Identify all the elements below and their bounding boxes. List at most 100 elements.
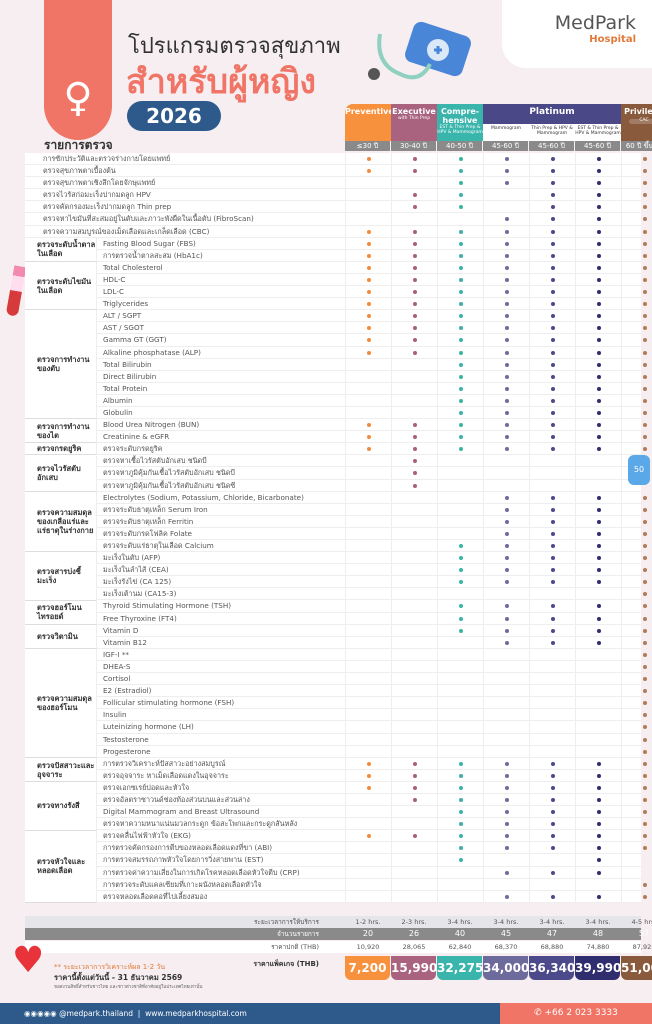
package-value: 39,990 xyxy=(575,956,621,980)
category-label: ตรวจวิตามิน xyxy=(25,624,97,650)
test-item: E2 (Estradiol) xyxy=(103,686,152,696)
included-dot-icon xyxy=(643,374,647,379)
included-dot-icon xyxy=(505,386,509,391)
included-dot-icon xyxy=(505,761,509,766)
included-dot-icon xyxy=(551,435,555,440)
table-row: Total Cholesterol xyxy=(25,261,647,274)
cell xyxy=(437,673,483,686)
cell xyxy=(391,177,437,190)
included-dot-icon xyxy=(551,834,555,839)
included-dot-icon xyxy=(551,810,555,815)
table-row: ตรวจหาภูมิคุ้มกันเชื้อไวรัสตับอักเสบ ชนิ… xyxy=(25,467,641,480)
cell xyxy=(529,479,575,492)
included-dot-icon xyxy=(551,386,555,391)
included-dot-icon xyxy=(505,870,509,875)
included-dot-icon xyxy=(643,846,647,851)
package-value: 36,340 xyxy=(529,956,575,980)
cell xyxy=(345,165,391,178)
category-label: ตรวจการทำงานของไต xyxy=(25,419,97,444)
table-row: ตรวจคัดกรองมะเร็งปากมดลูก Thin prep xyxy=(25,201,647,214)
included-dot-icon xyxy=(505,604,509,609)
cell xyxy=(483,866,529,879)
included-dot-icon xyxy=(643,797,647,802)
cell xyxy=(437,455,483,468)
cell xyxy=(483,249,529,262)
table-row: Thyroid Stimulating Hormone (TSH) xyxy=(25,600,647,613)
included-dot-icon xyxy=(551,265,555,270)
included-dot-icon xyxy=(551,495,555,500)
table-row: Fasting Blood Sugar (FBS) xyxy=(25,237,647,250)
included-dot-icon xyxy=(643,822,647,827)
cell xyxy=(529,878,575,891)
included-dot-icon xyxy=(551,410,555,415)
cell xyxy=(437,588,483,601)
included-dot-icon xyxy=(413,471,417,476)
included-dot-icon xyxy=(551,217,555,222)
cell xyxy=(621,697,652,710)
test-item: มะเร็งในตับ (AFP) xyxy=(103,553,161,563)
included-dot-icon xyxy=(459,773,463,778)
cell xyxy=(621,394,652,407)
cell xyxy=(483,854,529,867)
cell xyxy=(575,370,621,383)
cell xyxy=(391,249,437,262)
cell xyxy=(621,721,652,734)
category-label: ตรวจหัวใจและหลอดเลือด xyxy=(25,830,97,904)
cell xyxy=(575,177,621,190)
included-dot-icon xyxy=(459,169,463,174)
included-dot-icon xyxy=(597,544,601,548)
cell xyxy=(575,854,621,867)
cell xyxy=(575,636,621,649)
cell xyxy=(345,273,391,286)
table-row: การซักประวัติและตรวจร่างกายโดยแพทย์ xyxy=(25,153,647,166)
included-dot-icon xyxy=(551,362,555,367)
cell xyxy=(575,540,621,552)
website-link[interactable]: www.medparkhospital.com xyxy=(145,1009,247,1018)
cell xyxy=(575,552,621,565)
cell xyxy=(345,673,391,686)
cell xyxy=(391,153,437,165)
cell xyxy=(483,298,529,311)
cell xyxy=(621,455,652,468)
cell xyxy=(621,479,652,492)
cell xyxy=(391,382,437,395)
cell xyxy=(575,769,621,782)
normal-value: 68,370 xyxy=(494,943,518,951)
cell xyxy=(529,334,575,347)
cell xyxy=(575,890,621,903)
cell xyxy=(529,721,575,734)
cell xyxy=(391,612,437,625)
cell xyxy=(391,564,437,577)
phone-contact[interactable]: ✆ +66 2 023 3333 xyxy=(500,1003,652,1024)
cell xyxy=(575,600,621,613)
cell xyxy=(437,310,483,323)
included-dot-icon xyxy=(459,834,463,839)
category-label: ตรวจการทำงานของตับ xyxy=(25,310,97,420)
included-dot-icon xyxy=(459,253,463,258)
included-dot-icon xyxy=(505,556,509,561)
cell xyxy=(345,334,391,347)
normal-label: ราคาปกติ (THB) xyxy=(271,943,319,951)
table-row: Insulin xyxy=(25,709,647,722)
cell xyxy=(345,636,391,649)
included-dot-icon xyxy=(643,604,647,609)
cell xyxy=(621,382,652,395)
table-row: ตรวจหาไขมันที่สะสมอยู่ในตับและภาวะพังผืด… xyxy=(25,213,647,226)
included-dot-icon xyxy=(505,810,509,815)
included-dot-icon xyxy=(459,350,463,355)
cell xyxy=(345,249,391,262)
included-dot-icon xyxy=(459,822,463,827)
social-handle[interactable]: @medpark.thailand xyxy=(59,1009,134,1018)
cell xyxy=(437,685,483,698)
included-dot-icon xyxy=(505,350,509,355)
cell xyxy=(437,866,483,879)
cell xyxy=(575,431,621,444)
cell xyxy=(437,564,483,577)
included-dot-icon xyxy=(551,628,555,633)
cell xyxy=(345,721,391,734)
cell xyxy=(391,745,437,758)
table-row: AST / SGOT xyxy=(25,322,647,335)
included-dot-icon xyxy=(413,302,417,307)
cell xyxy=(345,660,391,673)
cell xyxy=(621,830,652,843)
